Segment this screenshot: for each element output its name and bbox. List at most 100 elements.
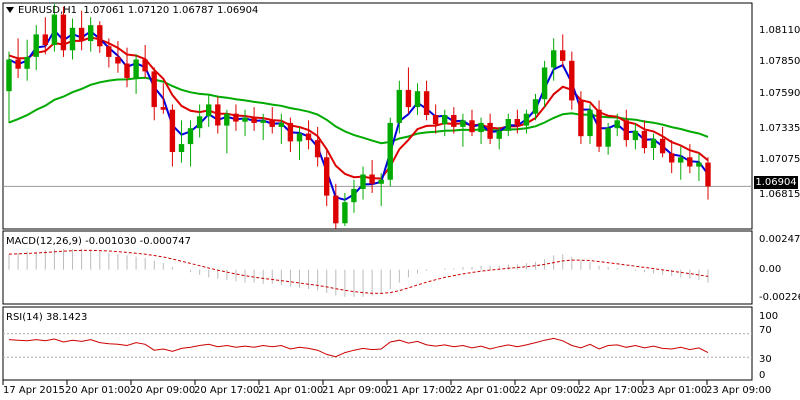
rsi-pane-frame <box>2 306 753 381</box>
rsi-tick-label: 0 <box>759 370 766 381</box>
candle-body <box>78 27 85 41</box>
rsi-line <box>8 337 709 358</box>
candle-body <box>178 144 185 152</box>
candle-body <box>541 67 548 100</box>
time-axis-label: 21 Apr 01:00 <box>258 385 324 396</box>
candle-body <box>196 116 203 129</box>
candle-body <box>278 122 284 127</box>
candle-body <box>369 174 375 184</box>
price-tick-label: 1.07850 <box>759 56 800 67</box>
candle-body <box>496 130 502 139</box>
candle-body <box>124 63 130 78</box>
candle-body <box>233 113 239 122</box>
candle-body <box>342 202 348 224</box>
candle-body <box>287 122 294 142</box>
candle-body <box>324 157 330 196</box>
candle-body <box>360 174 366 189</box>
rsi-title: RSI(14) 38.1423 <box>6 312 88 323</box>
candle-body <box>396 89 402 123</box>
candle-body <box>532 99 539 114</box>
candle-body <box>6 59 12 92</box>
main-pane-header: EURUSD,H1 1.07061 1.07120 1.06787 1.0690… <box>6 5 258 16</box>
candle-body <box>187 128 194 145</box>
candle-body <box>641 130 648 149</box>
candle-body <box>687 157 693 167</box>
candle-body <box>378 179 384 184</box>
candle-body <box>614 120 620 129</box>
candle-body <box>305 133 312 141</box>
candle-body <box>206 104 212 117</box>
candle-body <box>169 109 176 152</box>
macd-tick-label: 0.002477 <box>759 234 800 245</box>
candle-body <box>387 122 393 180</box>
candle-body <box>69 27 76 51</box>
price-tick-label: 1.06815 <box>759 189 800 200</box>
candle-body <box>314 140 321 158</box>
candle-body <box>669 153 675 163</box>
candle-body <box>160 107 166 110</box>
candle-body <box>142 59 148 72</box>
candle-body <box>487 122 493 139</box>
candle-body <box>596 109 602 147</box>
candle-body <box>414 91 421 108</box>
candle-body <box>632 130 639 141</box>
candle-body <box>605 128 611 147</box>
time-axis-label: 23 Apr 01:00 <box>642 385 708 396</box>
symbol-label: EURUSD,H1 <box>18 5 78 16</box>
candle-body <box>696 162 702 167</box>
candle-body <box>659 138 666 154</box>
macd-tick-label: -0.002265 <box>759 292 800 303</box>
candle-body <box>97 25 103 47</box>
triangle-down-icon[interactable] <box>6 7 14 13</box>
candle-body <box>514 119 520 126</box>
candle-body <box>269 120 275 127</box>
ema-slow-line <box>8 76 709 145</box>
candle-body <box>224 113 230 126</box>
candle-body <box>569 60 575 101</box>
candle-body <box>133 59 139 78</box>
ohlc-readout: 1.07061 1.07120 1.06787 1.06904 <box>83 5 259 16</box>
price-tick-label: 1.07335 <box>759 123 800 134</box>
candle-body <box>251 117 257 123</box>
rsi-tick-label: 70 <box>759 325 772 336</box>
candle-body <box>442 115 448 125</box>
time-axis-label: 20 Apr 17:00 <box>194 385 260 396</box>
candle-body <box>432 115 439 125</box>
candle-body <box>551 50 557 68</box>
ema-mid-line <box>8 36 709 180</box>
rsi-tick-label: 30 <box>759 354 772 365</box>
candle-body <box>578 100 584 137</box>
candle-body <box>505 119 511 131</box>
time-axis-label: 20 Apr 09:00 <box>130 385 196 396</box>
candle-body <box>678 157 684 163</box>
candle-body <box>560 50 566 61</box>
candle-body <box>587 109 593 137</box>
candle-body <box>33 34 39 57</box>
macd-title: MACD(12,26,9) -0.001030 -0.000747 <box>6 236 191 247</box>
price-tick-label: 1.08110 <box>759 25 800 36</box>
candle-body <box>15 59 21 69</box>
candle-body <box>242 117 248 122</box>
candle-body <box>469 120 475 133</box>
candle-body <box>478 122 484 133</box>
candle-body <box>115 56 121 64</box>
ema-fast-line <box>8 28 709 201</box>
candle-body <box>405 89 412 108</box>
time-axis-label: 22 Apr 09:00 <box>514 385 580 396</box>
candle-body <box>333 195 339 224</box>
candle-body <box>151 71 157 108</box>
candle-body <box>351 189 357 203</box>
time-axis-label: 23 Apr 09:00 <box>706 385 772 396</box>
time-axis-label: 22 Apr 17:00 <box>578 385 644 396</box>
candle-body <box>24 56 30 69</box>
time-axis-label: 22 Apr 01:00 <box>450 385 516 396</box>
candle-body <box>51 14 58 45</box>
main-pane-frame <box>2 2 753 230</box>
candle-body <box>460 120 466 127</box>
candle-body <box>296 133 303 142</box>
candle-body <box>106 46 112 57</box>
current-price-tag: 1.06904 <box>754 176 798 189</box>
macd-pane-frame <box>2 230 753 305</box>
price-tick-label: 1.07075 <box>759 154 800 165</box>
